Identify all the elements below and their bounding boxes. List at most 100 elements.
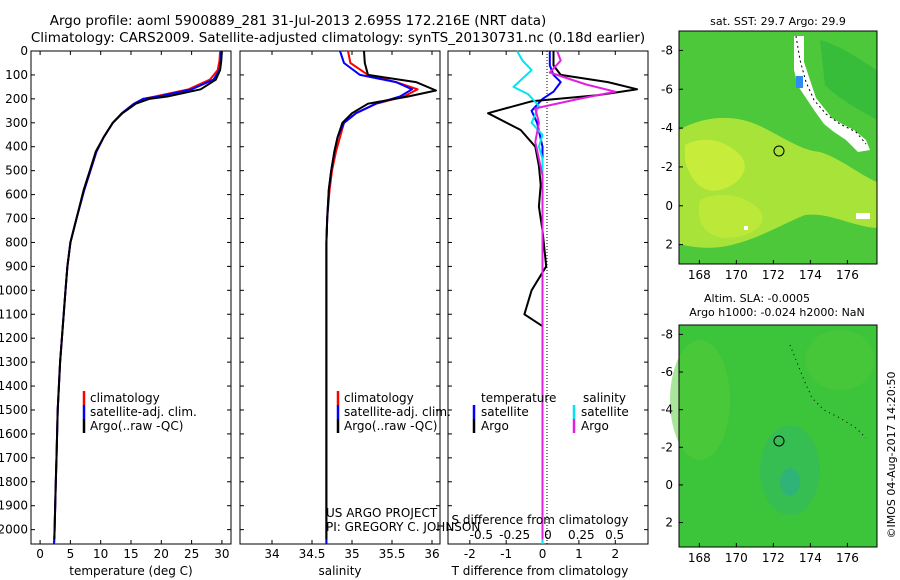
s-diff-tick-label: -0.25 — [499, 528, 530, 542]
temperature-legend: climatology satellite-adj. clim. Argo(..… — [82, 391, 197, 433]
map-x-tick-label: 172 — [762, 268, 785, 282]
x-tick-label: 35 — [344, 547, 359, 561]
x-tick-label: 34.5 — [299, 547, 326, 561]
map-y-tick-label: -8 — [661, 327, 673, 341]
profile-line-argo-raw-qc — [325, 50, 437, 540]
salinity-x-axis: 34 34.5 35 35.5 36 — [264, 51, 440, 561]
depth-tick-label: 1100 — [0, 307, 28, 321]
s-difference-x-axis: -0.5 -0.25 0 0.25 0.5 — [470, 528, 625, 542]
map-x-tick-label: 174 — [799, 268, 822, 282]
depth-tick-label: 1900 — [0, 499, 28, 513]
x-tick-label: 15 — [123, 547, 138, 561]
x-tick-label: 36 — [424, 547, 439, 561]
coastline — [795, 35, 867, 145]
map-x-tick-label: 168 — [688, 268, 711, 282]
depth-tick-label: 1700 — [0, 451, 28, 465]
legend-header-salinity: salinity — [583, 391, 626, 405]
map-y-tick-label: -2 — [661, 440, 673, 454]
sla-map-title-line-1: Altim. SLA: -0.0005 — [704, 292, 810, 305]
map-x-tick-label: 172 — [762, 551, 785, 565]
legend-label-argo: Argo(..raw -QC) — [90, 419, 183, 433]
difference-panel — [447, 50, 649, 545]
sst-map-frame — [678, 30, 878, 265]
depth-tick-label: 200 — [5, 92, 28, 106]
map-x-tick-label: 170 — [725, 268, 748, 282]
salinity-profiles — [325, 50, 437, 544]
x-tick-label: -1 — [500, 547, 512, 561]
difference-profiles — [487, 50, 639, 544]
temperature-x-axis: 0 5 10 15 20 25 30 — [36, 51, 230, 561]
x-tick-label: 20 — [154, 547, 169, 561]
x-tick-label: 35.5 — [379, 547, 406, 561]
map-x-tick-label: 176 — [836, 551, 859, 565]
legend-label-satellite: satellite-adj. clim. — [344, 405, 451, 419]
legend-label-s-satellite: satellite — [581, 405, 629, 419]
imos-credit: ©IMOS 04-Aug-2017 14:20:50 — [885, 372, 898, 539]
sst-map — [678, 30, 878, 265]
x-tick-label: 1 — [575, 547, 583, 561]
depth-tick-label: 500 — [5, 164, 28, 178]
legend-label-climatology: climatology — [90, 391, 160, 405]
map-y-tick-label: -6 — [661, 82, 673, 96]
legend-label-t-argo: Argo — [481, 419, 509, 433]
t-difference-x-axis: -2 -1 0 1 2 — [464, 51, 619, 561]
header-line-2: Climatology: CARS2009. Satellite-adjuste… — [31, 30, 645, 46]
sla-map-frame — [678, 324, 878, 548]
depth-tick-label: 1500 — [0, 403, 28, 417]
map-y-tick-label: 0 — [665, 478, 673, 492]
depth-axis: 0 100 200 300 400 500 600 700 800 900 1000 1100 1200… — [0, 44, 648, 537]
sla-high-anomaly-core — [780, 468, 800, 496]
s-diff-tick-label: 0 — [544, 528, 552, 542]
sla-coastline — [789, 344, 867, 439]
map-x-tick-label: 170 — [725, 551, 748, 565]
sst-cool-patch — [820, 40, 877, 120]
map-x-tick-label: 168 — [688, 551, 711, 565]
x-tick-label: 30 — [214, 547, 229, 561]
legend-label-s-argo: Argo — [581, 419, 609, 433]
profile-line-argo-raw-qc — [53, 50, 223, 540]
depth-tick-label: 1000 — [0, 283, 28, 297]
salinity-panel — [239, 50, 441, 545]
depth-tick-label: 900 — [5, 259, 28, 273]
x-tick-label: 5 — [67, 547, 75, 561]
x-tick-label: 2 — [611, 547, 619, 561]
map-y-tick-label: 2 — [665, 238, 673, 252]
project-label: US ARGO PROJECT — [326, 506, 438, 520]
depth-tick-label: 700 — [5, 212, 28, 226]
depth-tick-label: 300 — [5, 116, 28, 130]
argo-float-location — [773, 145, 785, 157]
temperature-panel — [30, 50, 232, 545]
legend-header-temperature: temperature — [481, 391, 556, 405]
map-y-tick-label: -6 — [661, 365, 673, 379]
salinity-legend: climatology satellite-adj. clim. Argo(..… — [336, 391, 451, 433]
depth-tick-label: 1400 — [0, 379, 28, 393]
x-tick-label: -2 — [464, 547, 476, 561]
x-tick-label: 10 — [93, 547, 108, 561]
sst-missing-cell — [856, 213, 870, 219]
depth-tick-label: 1600 — [0, 427, 28, 441]
header-line-1: Argo profile: aoml 5900889_281 31-Jul-20… — [50, 13, 547, 29]
x-tick-label: 25 — [184, 547, 199, 561]
s-difference-axis-label: S difference from climatology — [452, 513, 629, 527]
t-difference-axis-label: T difference from climatology — [451, 564, 629, 578]
legend-label-satellite: satellite-adj. clim. — [90, 405, 197, 419]
sst-map-title: sat. SST: 29.7 Argo: 29.9 — [710, 15, 846, 28]
map-y-tick-label: -4 — [661, 403, 673, 417]
s-diff-tick-label: -0.5 — [470, 528, 493, 542]
temperature-axis-label: temperature (deg C) — [69, 564, 192, 578]
depth-tick-label: 1300 — [0, 355, 28, 369]
temperature-profiles — [53, 50, 223, 545]
profile-line-salinity-argo — [534, 50, 617, 540]
map-y-tick-label: 0 — [665, 199, 673, 213]
sla-map-axes: 168 170 172 174 176 2 0 -2 -4 -6 -8 — [661, 327, 859, 565]
sst-warm-patch-2 — [685, 139, 745, 191]
x-tick-label: 0 — [36, 547, 44, 561]
depth-tick-label: 600 — [5, 188, 28, 202]
sst-missing-cell-2 — [744, 226, 748, 230]
x-tick-label: 34 — [264, 547, 279, 561]
map-x-tick-label: 176 — [836, 268, 859, 282]
sla-map — [670, 324, 878, 548]
legend-label-argo: Argo(..raw -QC) — [344, 419, 437, 433]
sla-light-patch — [670, 340, 730, 460]
